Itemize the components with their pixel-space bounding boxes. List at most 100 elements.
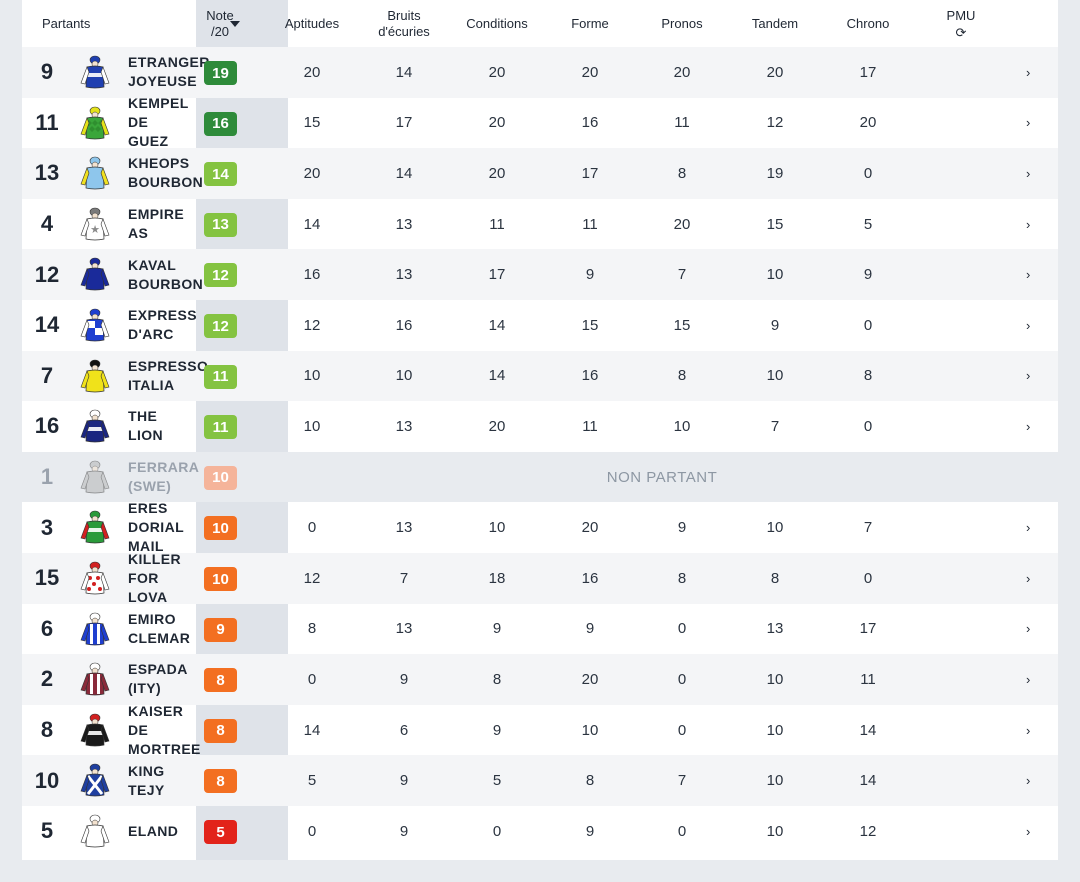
pmu-chevron-icon[interactable]: › [1026, 520, 1031, 536]
table-row[interactable]: 11 KEMPEL DE GUEZ 16 15 17 20 16 11 12 20 › [22, 95, 1058, 150]
score-forme: 11 [582, 417, 598, 435]
pmu-chevron-icon[interactable]: › [1026, 621, 1031, 637]
score-forme: 9 [585, 620, 595, 638]
horse-name[interactable]: FERRARA (SWE) [128, 459, 200, 495]
score-tandem: 13 [766, 620, 784, 638]
horse-name[interactable]: KEMPEL DE GUEZ [128, 95, 189, 150]
score-aptitudes: 0 [307, 670, 317, 688]
header-tandem[interactable]: Tandem [729, 0, 821, 47]
header-chrono[interactable]: Chrono [822, 0, 914, 47]
header-pmu[interactable]: PMU ⟳ [915, 0, 1007, 47]
partants-table: Partants Note /20 Aptitudes Bruits d'écu… [22, 0, 1058, 860]
pmu-chevron-icon[interactable]: › [1026, 368, 1031, 384]
pmu-chevron-icon[interactable]: › [1026, 64, 1031, 80]
score-tandem: 19 [766, 164, 784, 182]
horse-name[interactable]: ESPRESSO ITALIA [128, 357, 209, 393]
horse-number: 12 [34, 261, 60, 287]
horse-name[interactable]: KILLER FOR LOVA [128, 550, 181, 605]
svg-text:★: ★ [90, 224, 100, 236]
horse-name[interactable]: KAVAL BOURBON [128, 256, 204, 292]
table-row[interactable]: 12 KAVAL BOURBON 12 16 13 17 9 7 10 9 › [22, 249, 1058, 300]
table-row[interactable]: 6 EMIRO CLEMAR 9 8 13 9 9 0 13 17 › [22, 604, 1058, 655]
score-chrono: 17 [859, 63, 877, 81]
score-pronos: 0 [677, 620, 687, 638]
jockey-silk-icon [78, 156, 112, 192]
header-note[interactable]: Note /20 [174, 0, 266, 47]
jockey-silk-icon [78, 460, 112, 496]
pmu-chevron-icon[interactable]: › [1026, 267, 1031, 283]
pmu-chevron-icon[interactable]: › [1026, 823, 1031, 839]
pmu-chevron-icon[interactable]: › [1026, 216, 1031, 232]
table-row[interactable]: 7 ESPRESSO ITALIA 11 10 10 14 16 8 10 8 › [22, 350, 1058, 402]
table-row[interactable]: 13 KHEOPS BOURBON 14 20 14 20 17 8 19 0 › [22, 148, 1058, 199]
pmu-chevron-icon[interactable]: › [1026, 570, 1031, 586]
score-pronos: 9 [677, 519, 687, 537]
horse-name[interactable]: KHEOPS BOURBON [128, 155, 204, 191]
table-row[interactable]: 5 ELAND 5 0 9 0 9 0 10 12 › [22, 806, 1058, 857]
header-forme[interactable]: Forme [544, 0, 636, 47]
horse-name[interactable]: EMPIRE AS [128, 206, 185, 242]
horse-name[interactable]: KING TEJY [128, 762, 165, 798]
table-row[interactable]: 10 KING TEJY 8 5 9 5 8 7 10 14 › [22, 755, 1058, 806]
pmu-chevron-icon[interactable]: › [1026, 773, 1031, 789]
table-row[interactable]: 8 KAISER DE MORTREE 8 14 6 9 10 0 10 14 › [22, 702, 1058, 757]
horse-name[interactable]: ELAND [128, 822, 179, 839]
pmu-chevron-icon[interactable]: › [1026, 165, 1031, 181]
header-pronos[interactable]: Pronos [636, 0, 728, 47]
jockey-silk-icon [78, 308, 112, 344]
horse-name[interactable]: ERES DORIAL MAIL [128, 500, 185, 555]
score-aptitudes: 10 [303, 417, 321, 435]
header-bruits[interactable]: Bruits d'écuries [358, 0, 450, 47]
score-bruits: 14 [395, 63, 413, 81]
jockey-silk-icon [78, 612, 112, 648]
score-forme: 10 [581, 721, 599, 739]
score-conditions: 17 [488, 266, 506, 284]
table-row[interactable]: 3 ERES DORIAL MAIL 10 0 13 10 20 9 10 7 › [22, 500, 1058, 555]
table-row-non-partant[interactable]: 1 FERRARA (SWE) 10 NON PARTANT [22, 451, 1058, 503]
score-chrono: 11 [860, 670, 876, 688]
header-note-label: Note [206, 7, 234, 23]
header-aptitudes[interactable]: Aptitudes [266, 0, 358, 47]
horse-name[interactable]: KAISER DE MORTREE [128, 702, 201, 757]
score-chrono: 17 [859, 620, 877, 638]
score-aptitudes: 12 [303, 316, 321, 334]
header-conditions[interactable]: Conditions [451, 0, 543, 47]
header-pmu-label: PMU [946, 8, 976, 23]
score-bruits: 16 [395, 316, 413, 334]
table-row[interactable]: 4 ★ EMPIRE AS 13 14 13 11 11 20 15 5 › [22, 199, 1058, 250]
pmu-chevron-icon[interactable]: › [1026, 115, 1031, 131]
note-badge: 13 [204, 212, 237, 237]
table-row[interactable]: 2 ESPADA (ITY) 8 0 9 8 20 0 10 11 › [22, 654, 1058, 705]
horse-number: 15 [34, 565, 60, 591]
horse-name[interactable]: EMIRO CLEMAR [128, 610, 191, 646]
refresh-icon[interactable]: ⟳ [955, 25, 967, 40]
score-aptitudes: 0 [307, 822, 317, 840]
header-bruits-label: Bruits [387, 7, 421, 23]
note-badge: 9 [204, 617, 237, 642]
score-tandem: 10 [766, 266, 784, 284]
pmu-chevron-icon[interactable]: › [1026, 418, 1031, 434]
table-row[interactable]: 9 ETRANGER JOYEUSE 19 20 14 20 20 20 20 17 › [22, 47, 1058, 98]
header-partants[interactable]: Partants [42, 0, 152, 47]
score-tandem: 10 [766, 367, 784, 385]
horse-name[interactable]: THE LION [128, 408, 164, 444]
pmu-chevron-icon[interactable]: › [1026, 722, 1031, 738]
table-row[interactable]: 14 EXPRESS D'ARC 12 12 16 14 15 15 9 0 › [22, 300, 1058, 351]
score-conditions: 20 [488, 417, 506, 435]
horse-number: 9 [40, 59, 54, 85]
score-bruits: 13 [395, 620, 413, 638]
horse-name[interactable]: ESPADA (ITY) [128, 661, 188, 697]
score-tandem: 10 [766, 772, 784, 790]
table-row[interactable]: 16 THE LION 11 10 13 20 11 10 7 0 › [22, 401, 1058, 452]
score-forme: 17 [581, 164, 599, 182]
jockey-silk-icon [78, 763, 112, 799]
score-pronos: 0 [677, 721, 687, 739]
horse-name[interactable]: EXPRESS D'ARC [128, 307, 197, 343]
score-forme: 20 [581, 63, 599, 81]
table-header: Partants Note /20 Aptitudes Bruits d'écu… [22, 0, 1058, 47]
pmu-chevron-icon[interactable]: › [1026, 671, 1031, 687]
score-conditions: 20 [488, 164, 506, 182]
horse-name[interactable]: ETRANGER JOYEUSE [128, 54, 210, 90]
pmu-chevron-icon[interactable]: › [1026, 317, 1031, 333]
table-row[interactable]: 15 KILLER FOR LOVA 10 12 7 18 16 8 8 0 › [22, 550, 1058, 605]
